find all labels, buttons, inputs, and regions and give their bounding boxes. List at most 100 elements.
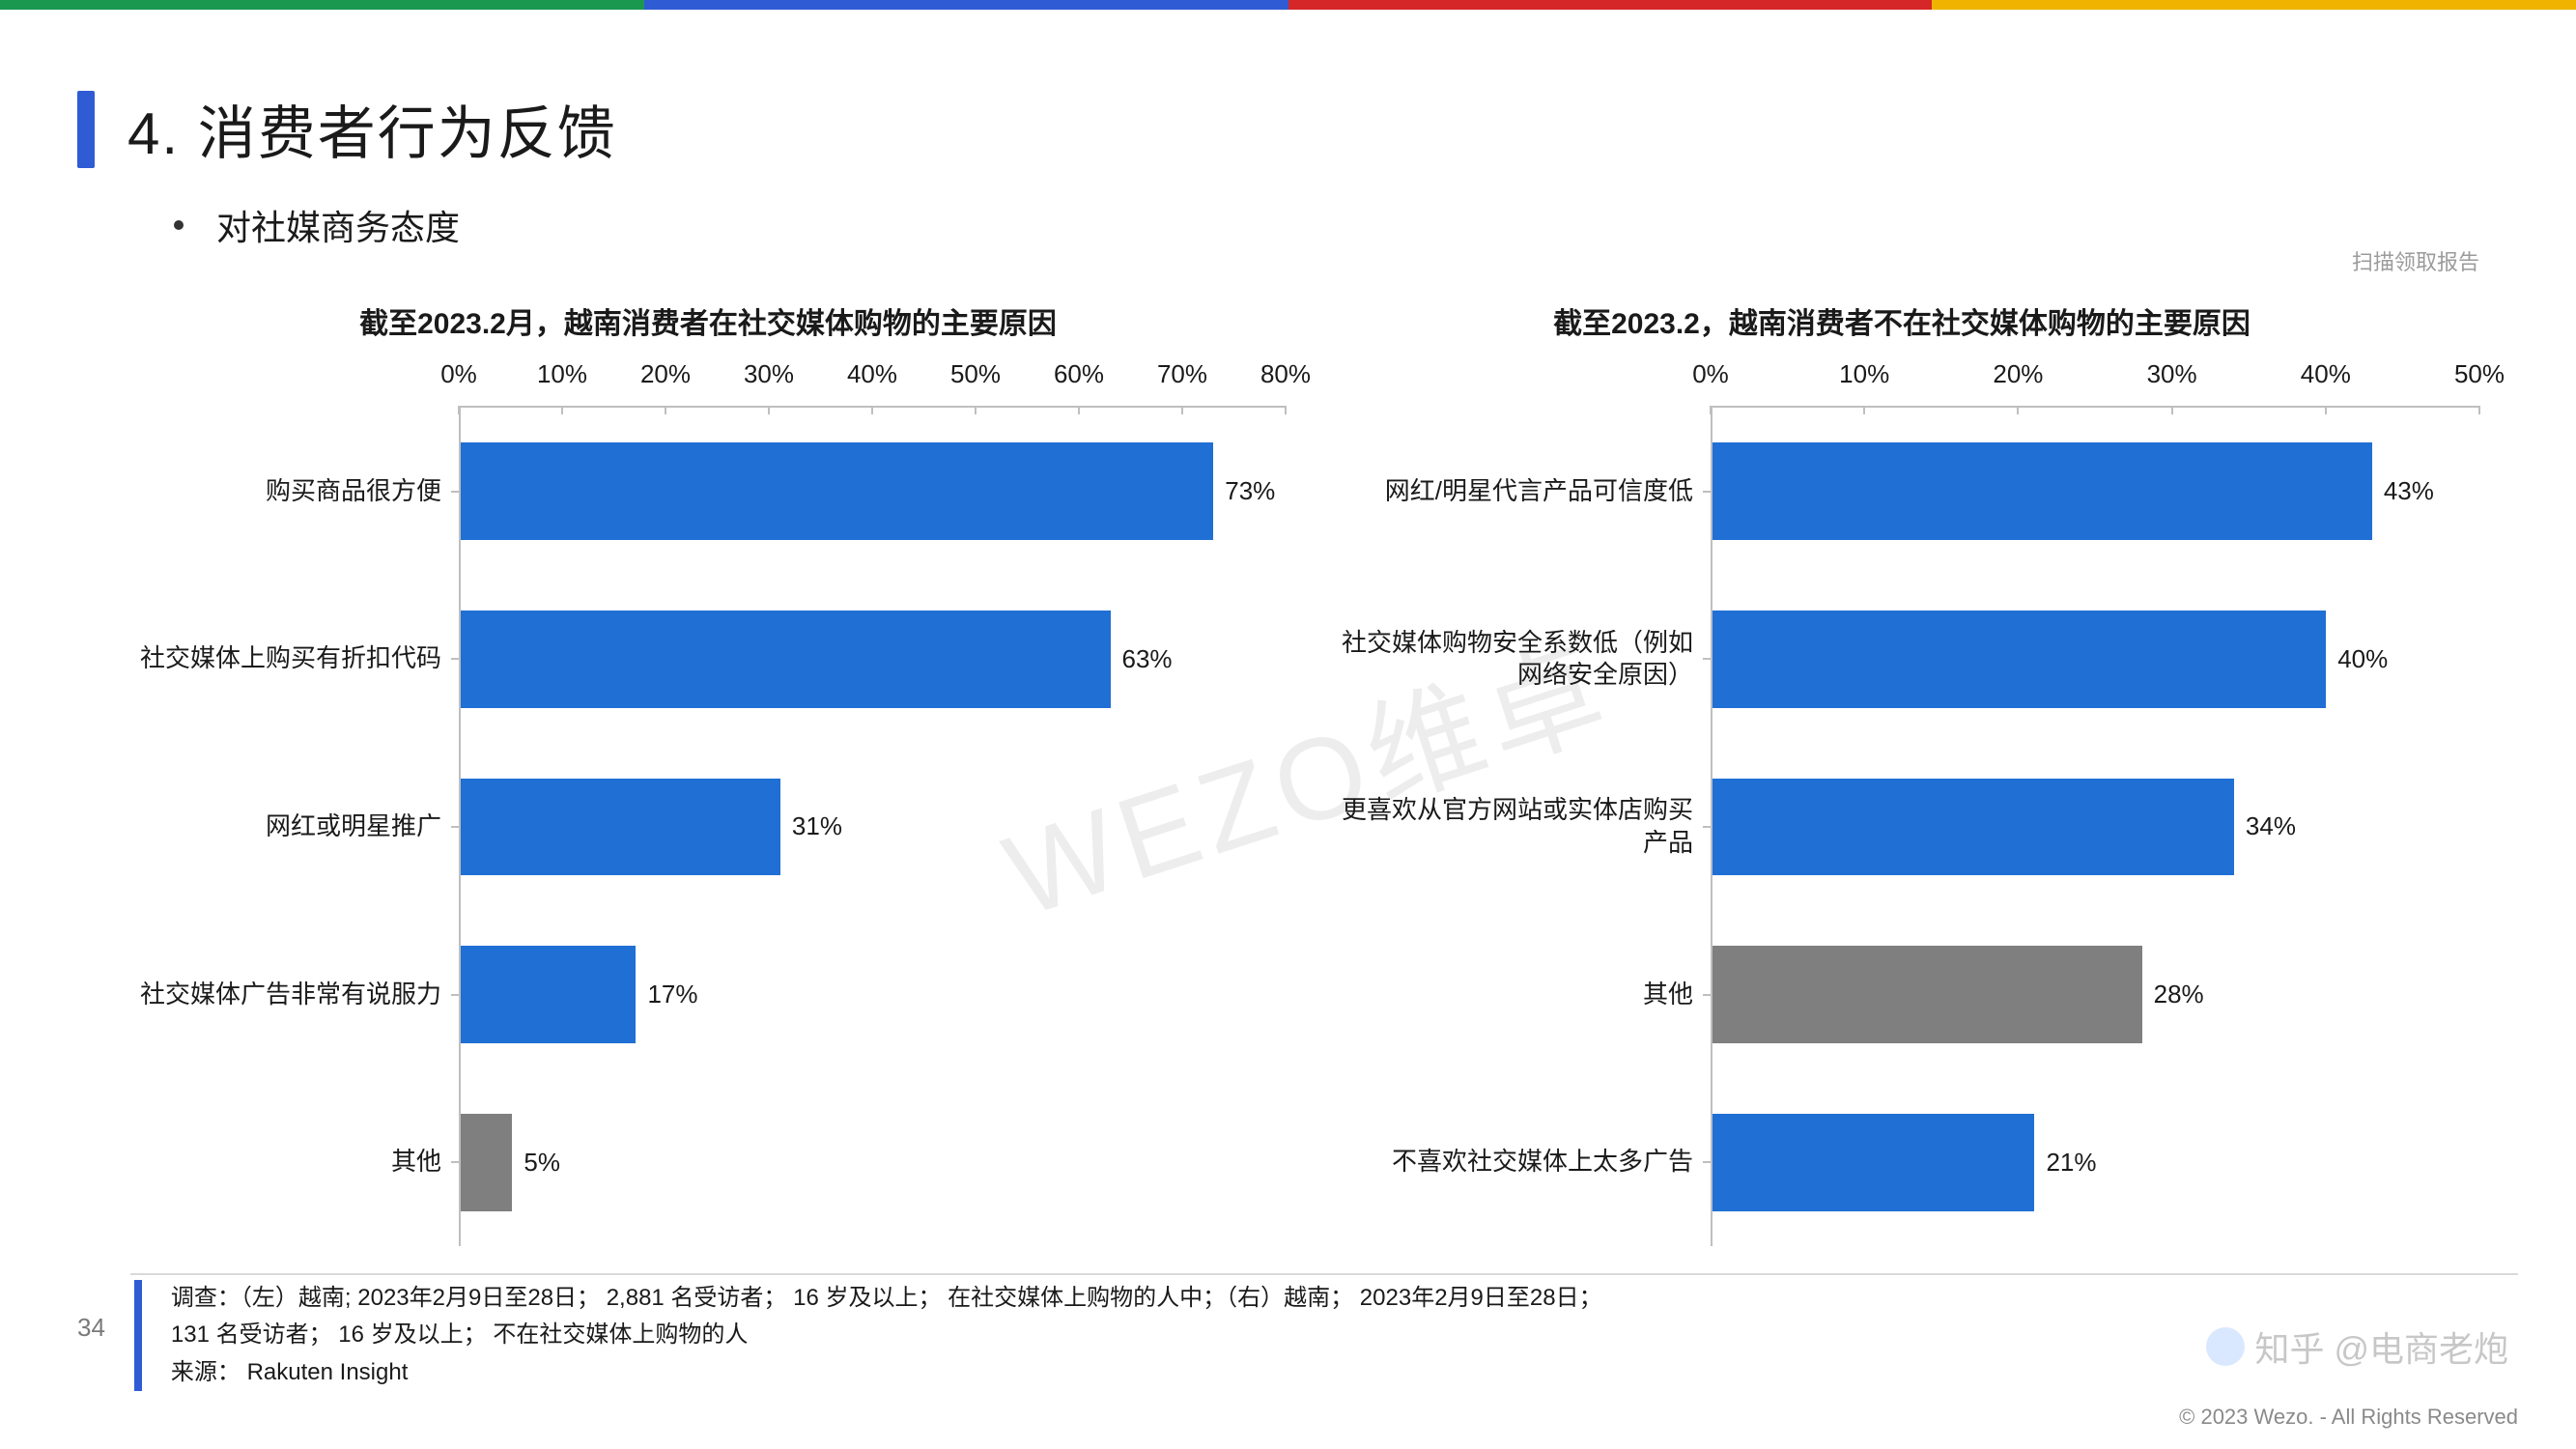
bullet-icon [174,220,184,230]
category-label: 社交媒体上购买有折扣代码 [130,576,459,744]
title-row: 4. 消费者行为反馈 [77,87,2499,171]
title-accent-bar [77,91,95,168]
ytick-mark [451,994,461,996]
chart-right-title: 截至2023.2，越南消费者不在社交媒体购物的主要原因 [1324,299,2479,342]
ytick-mark [1703,994,1713,996]
xtick-label: 20% [1993,359,2043,389]
xtick-label: 30% [2147,359,2197,389]
footer-source-label: 来源： [171,1359,241,1385]
footer-divider [130,1273,2518,1275]
footer-accent-bar [134,1280,142,1391]
xtick-label: 10% [1839,359,1889,389]
chart-right-xaxis: 0%10%20%30%40%50% [1711,350,2479,408]
bar [1713,611,2326,708]
xtick-label: 0% [1692,359,1729,389]
bar-row: 21% [1713,1078,2479,1246]
bar [1713,442,2372,540]
bar [461,946,636,1043]
ytick-mark [1703,1161,1713,1163]
bar-row: 43% [1713,408,2479,576]
bar-value-label: 34% [2246,811,2296,841]
category-label: 其他 [1324,911,1711,1079]
xtick-label: 80% [1260,359,1311,389]
category-label: 更喜欢从官方网站或实体店购买产品 [1324,743,1711,911]
corner-watermark-text: 知乎 @电商老炮 [2254,1321,2508,1372]
xtick-label: 0% [440,359,477,389]
bar-value-label: 5% [524,1148,560,1178]
scan-hint: 扫描领取报告 [2352,245,2479,276]
bar-row: 28% [1713,911,2479,1079]
bar [461,611,1111,708]
chart-right-ylabels: 网红/明星代言产品可信度低社交媒体购物安全系数低（例如网络安全原因）更喜欢从官方… [1324,350,1711,1246]
bar [461,779,780,876]
xtick-label: 10% [537,359,587,389]
stripe-segment [1288,0,1933,10]
category-label: 网红/明星代言产品可信度低 [1324,408,1711,576]
bar-row: 31% [461,743,1286,911]
bar-value-label: 17% [647,980,697,1009]
charts-area: WEZO维卓 截至2023.2月，越南消费者在社交媒体购物的主要原因 购买商品很… [130,299,2479,1246]
chart-right-bars: 43% 40% 34% 28% 21% [1711,408,2479,1246]
bar-value-label: 43% [2384,476,2434,506]
stripe-segment [0,0,644,10]
page-subtitle: 对社媒商务态度 [216,200,460,250]
stripe-segment [644,0,1288,10]
xtick-label: 40% [847,359,897,389]
category-label: 社交媒体购物安全系数低（例如网络安全原因） [1324,576,1711,744]
chart-left-plot: 0%10%20%30%40%50%60%70%80% 73%63%31%17%5… [459,350,1286,1246]
ytick-mark [1703,826,1713,828]
footer: 34 调查：（左）越南; 2023年2月9日至28日； 2,881 名受访者； … [77,1280,2518,1391]
bar [1713,1114,2034,1211]
bar-row: 5% [461,1078,1286,1246]
zhihu-logo-icon [2206,1327,2245,1366]
bar [461,442,1213,540]
xtick-label: 70% [1157,359,1207,389]
bar-row: 34% [1713,743,2479,911]
category-label: 网红或明星推广 [130,743,459,911]
chart-left: 截至2023.2月，越南消费者在社交媒体购物的主要原因 购买商品很方便社交媒体上… [130,299,1286,1246]
bar [1713,946,2142,1043]
ytick-mark [451,658,461,660]
category-label: 社交媒体广告非常有说服力 [130,911,459,1079]
bar-value-label: 28% [2154,980,2204,1009]
ytick-mark [1703,658,1713,660]
bar-row: 63% [461,576,1286,744]
subtitle-row: 对社媒商务态度 [174,200,2499,250]
xtick-label: 40% [2301,359,2351,389]
chart-left-ylabels: 购买商品很方便社交媒体上购买有折扣代码网红或明星推广社交媒体广告非常有说服力其他 [130,350,459,1246]
category-label: 其他 [130,1078,459,1246]
ytick-mark [451,826,461,828]
bar-value-label: 40% [2337,644,2388,674]
chart-left-title: 截至2023.2月，越南消费者在社交媒体购物的主要原因 [130,299,1286,342]
copyright: © 2023 Wezo. - All Rights Reserved [2179,1405,2518,1430]
corner-watermark: 知乎 @电商老炮 [2206,1321,2508,1372]
ytick-mark [451,1161,461,1163]
footer-text: 调查：（左）越南; 2023年2月9日至28日； 2,881 名受访者； 16 … [171,1280,2518,1391]
bar-row: 40% [1713,576,2479,744]
chart-left-bars: 73% 63% 31% 17% 5% [459,408,1286,1246]
xtick-label: 50% [950,359,1001,389]
xtick-label: 20% [640,359,691,389]
ytick-mark [451,491,461,493]
ytick-mark [1703,491,1713,493]
xtick-label: 30% [744,359,794,389]
chart-right: 截至2023.2，越南消费者不在社交媒体购物的主要原因 网红/明星代言产品可信度… [1324,299,2479,1246]
category-label: 购买商品很方便 [130,408,459,576]
stripe-segment [1932,0,2576,10]
bar-value-label: 63% [1122,644,1173,674]
bar-row: 17% [461,911,1286,1079]
bar-value-label: 21% [2046,1148,2096,1178]
bar-row: 73% [461,408,1286,576]
page-title: 4. 消费者行为反馈 [127,87,617,171]
bar-value-label: 31% [792,811,842,841]
chart-left-body: 购买商品很方便社交媒体上购买有折扣代码网红或明星推广社交媒体广告非常有说服力其他… [130,350,1286,1246]
header: 4. 消费者行为反馈 对社媒商务态度 [77,87,2499,250]
xtick-label: 60% [1054,359,1104,389]
top-brand-stripe [0,0,2576,10]
bar [1713,779,2234,876]
chart-right-plot: 0%10%20%30%40%50% 43%40%34%28%21% [1711,350,2479,1246]
footer-line2: 131 名受访者； 16 岁及以上； 不在社交媒体上购物的人 [171,1321,748,1348]
chart-right-body: 网红/明星代言产品可信度低社交媒体购物安全系数低（例如网络安全原因）更喜欢从官方… [1324,350,2479,1246]
footer-line1: 调查：（左）越南; 2023年2月9日至28日； 2,881 名受访者； 16 … [171,1285,1602,1311]
page-number: 34 [77,1313,105,1343]
